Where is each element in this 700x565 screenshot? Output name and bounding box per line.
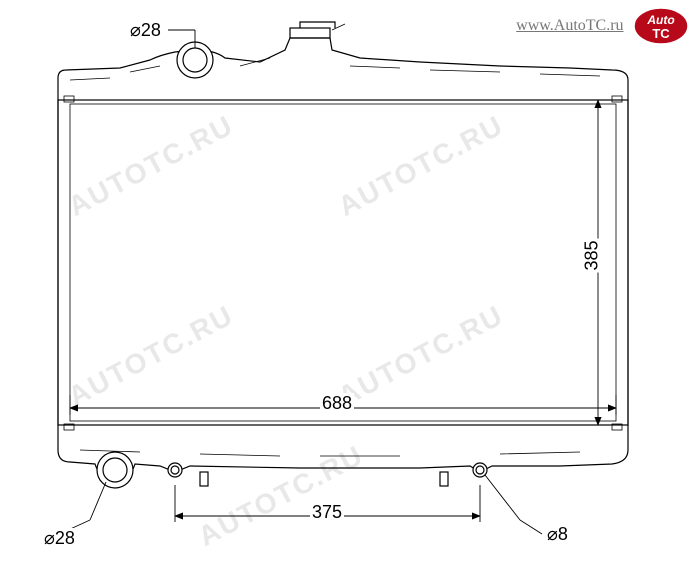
dim-bl-dia: ⌀28 <box>42 528 77 549</box>
logo-badge: Auto TC <box>632 6 690 46</box>
diagram-canvas: AUTOTC.RU AUTOTC.RU AUTOTC.RU AUTOTC.RU … <box>0 0 700 565</box>
radiator-svg <box>0 0 700 565</box>
dim-height: 385 <box>582 238 603 272</box>
logo-url: www.AutoTC.ru <box>516 17 623 34</box>
bottom-tank-outline <box>58 425 628 482</box>
dim-port-spacing: 375 <box>310 502 344 523</box>
svg-text:Auto: Auto <box>646 13 674 27</box>
site-logo: www.AutoTC.ru Auto TC <box>516 6 690 46</box>
dim-small-dia: ⌀8 <box>545 524 570 545</box>
dim-top-dia: ⌀28 <box>128 20 163 41</box>
svg-text:TC: TC <box>652 26 670 41</box>
dim-width: 688 <box>320 393 354 414</box>
